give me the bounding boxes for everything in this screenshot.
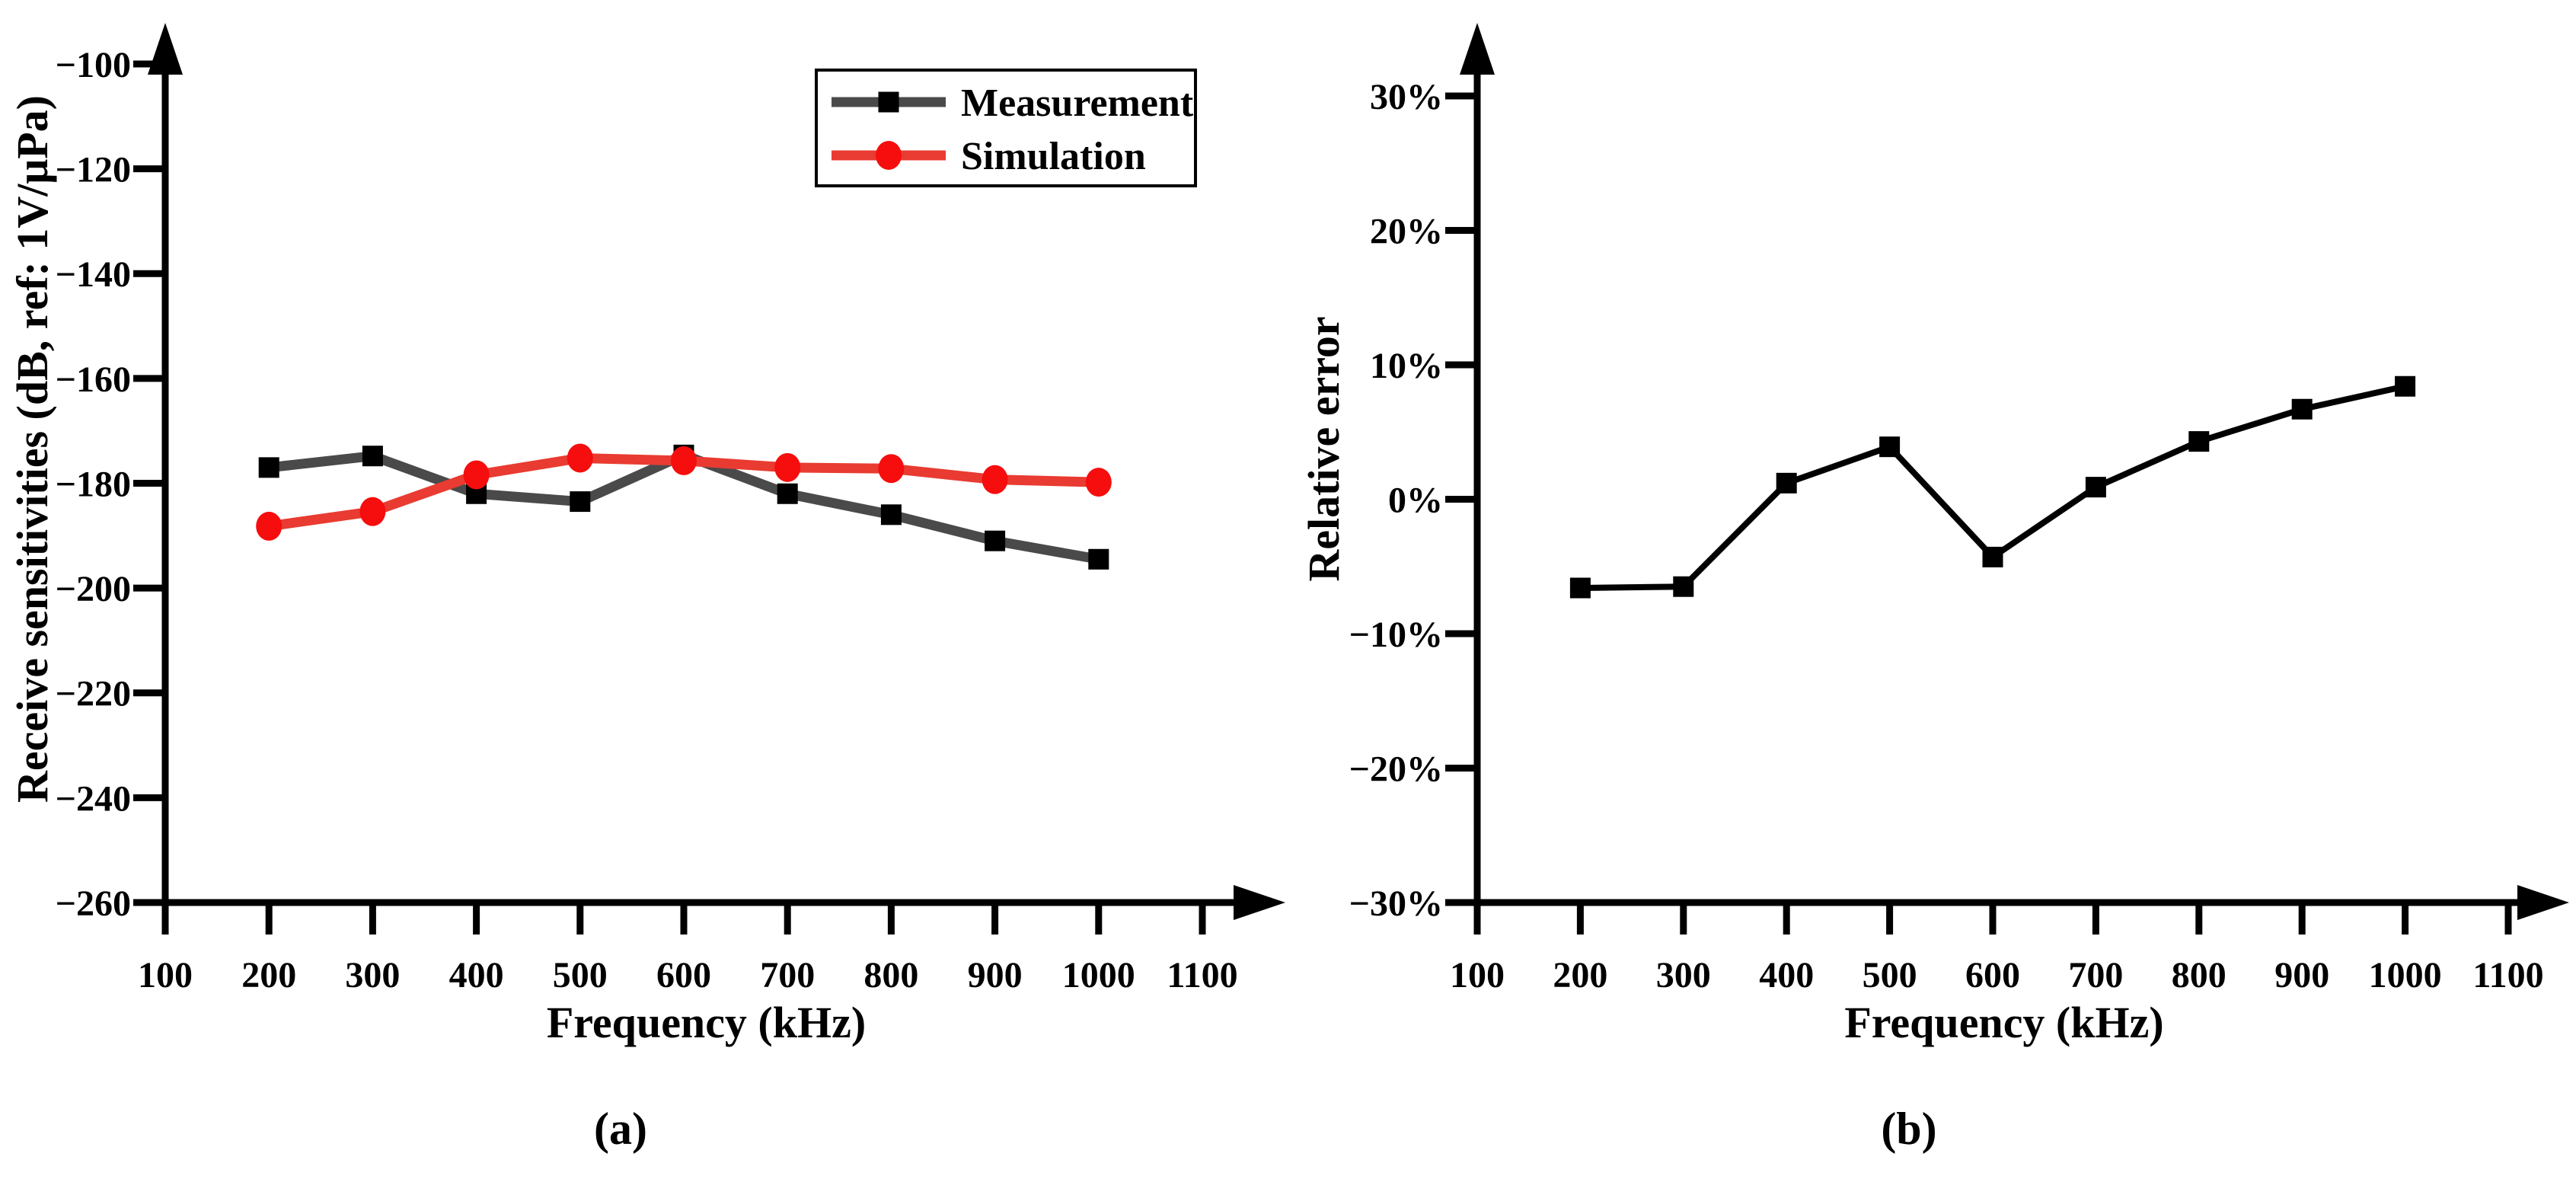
square-marker-icon (777, 483, 798, 504)
square-marker-icon (1088, 548, 1109, 570)
circle-marker-icon (567, 443, 593, 473)
x-tick-label: 200 (1553, 955, 1607, 995)
x-tick-label: 700 (760, 955, 815, 995)
x-tick-label: 1000 (1062, 955, 1135, 995)
circle-marker-icon (982, 465, 1008, 494)
y-axis-arrow-icon (1460, 23, 1495, 75)
x-tick-label: 400 (449, 955, 504, 995)
y-tick-label: 10% (1370, 346, 1443, 386)
x-tick-label: 200 (241, 955, 296, 995)
x-tick-label: 100 (138, 955, 193, 995)
y-tick-label: −240 (56, 778, 131, 819)
x-tick-label: 1100 (2472, 955, 2543, 995)
x-tick-label: 100 (1450, 955, 1505, 995)
x-ticks-a: 100 200 300 400 500 600 700 800 900 1000 1100 (138, 903, 1238, 995)
y-tick-label: −20% (1349, 749, 1443, 790)
square-marker-icon (258, 457, 279, 478)
chart-b: 100 200 300 400 500 600 700 800 900 1000 1100 30% 20… (1299, 23, 2569, 1047)
y-tick-label: −100 (56, 45, 131, 85)
x-tick-label: 400 (1759, 955, 1814, 995)
x-axis-title: Frequency (kHz) (547, 998, 866, 1047)
legend-box (815, 69, 1197, 187)
x-tick-label: 300 (1656, 955, 1711, 995)
y-axis-title: Receive sensitivities (dB, ref: 1V/μPa) (8, 95, 57, 803)
y-tick-label: 20% (1370, 212, 1443, 252)
y-tick-label: −30% (1349, 883, 1443, 924)
x-tick-label: 600 (1965, 955, 2020, 995)
y-tick-label: −140 (56, 254, 131, 295)
square-marker-icon (985, 530, 1006, 551)
square-marker-icon (1569, 577, 1591, 599)
circle-marker-icon (1085, 468, 1112, 497)
x-tick-label: 900 (2274, 955, 2329, 995)
x-axis-title: Frequency (kHz) (1844, 998, 2163, 1047)
x-tick-label: 1100 (1167, 955, 1237, 995)
x-tick-label: 800 (2172, 955, 2226, 995)
circle-marker-icon (774, 452, 801, 482)
y-tick-label: −200 (56, 569, 131, 609)
legend-circle-marker-icon (876, 141, 902, 170)
y-tick-label: −180 (56, 464, 131, 504)
square-marker-icon (1673, 576, 1694, 597)
axes-b (1473, 65, 2531, 919)
square-marker-icon (2188, 431, 2210, 452)
x-tick-label: 900 (968, 955, 1023, 995)
x-tick-label: 800 (863, 955, 918, 995)
x-tick-label: 1000 (2369, 955, 2442, 995)
y-tick-label: 30% (1370, 77, 1443, 117)
x-ticks-b: 100 200 300 400 500 600 700 800 900 1000 1100 (1450, 903, 2544, 995)
x-tick-label: 600 (656, 955, 711, 995)
legend: Measurement Simulation (815, 69, 1197, 187)
x-tick-label: 500 (1863, 955, 1917, 995)
x-tick-label: 500 (553, 955, 608, 995)
y-axis-title: Relative error (1299, 316, 1349, 581)
square-marker-icon (2085, 477, 2106, 498)
y-tick-label: −260 (56, 883, 131, 924)
square-marker-icon (362, 446, 383, 467)
series-markers-relative-error (1569, 375, 2416, 599)
legend-label: Simulation (961, 135, 1146, 178)
x-axis-arrow-icon (2517, 885, 2569, 920)
y-tick-label: −160 (56, 359, 131, 400)
caption-b: (b) (1881, 1104, 1937, 1154)
x-axis-arrow-icon (1234, 885, 1285, 920)
square-marker-icon (1982, 546, 2003, 567)
chart-a: 100 200 300 400 500 600 700 800 900 1000 1100−100−… (8, 23, 1285, 1047)
caption-a: (a) (594, 1104, 647, 1154)
square-marker-icon (2291, 398, 2313, 420)
y-tick-label: −220 (56, 674, 131, 714)
x-tick-label: 700 (2068, 955, 2123, 995)
square-marker-icon (570, 491, 591, 513)
circle-marker-icon (359, 497, 386, 526)
circle-marker-icon (256, 511, 282, 541)
x-tick-label: 300 (345, 955, 400, 995)
circle-marker-icon (878, 454, 905, 484)
series-markers-simulation (256, 443, 1112, 541)
square-marker-icon (1879, 436, 1901, 458)
legend-label: Measurement (961, 81, 1194, 125)
y-tick-label: −10% (1349, 615, 1443, 655)
square-marker-icon (880, 504, 902, 526)
y-tick-label: −120 (56, 150, 131, 190)
circle-marker-icon (671, 446, 697, 475)
square-marker-icon (1776, 472, 1797, 494)
y-ticks-a: −100 −120 −140 −160 −180 −200 −220 −240 −260 (56, 45, 165, 924)
y-ticks-b: 30% 20% 10% 0% −10% −20% −30% (1349, 77, 1477, 924)
axes-a (161, 65, 1247, 919)
legend-square-marker-icon (878, 91, 899, 113)
circle-marker-icon (463, 460, 490, 490)
y-tick-label: 0% (1388, 481, 1443, 521)
square-marker-icon (2395, 375, 2416, 397)
